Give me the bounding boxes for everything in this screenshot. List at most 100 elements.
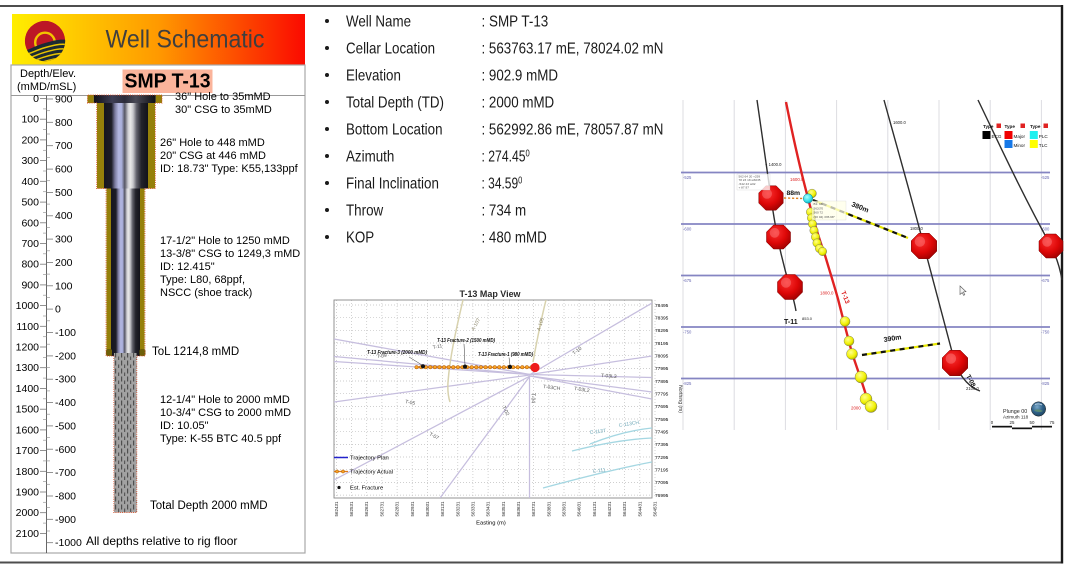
svg-text:2000: 2000 [851, 406, 861, 411]
svg-text:Bottom Location: Bottom Location [346, 122, 443, 139]
svg-text:77495: 77495 [655, 430, 669, 436]
svg-text:KOP: KOP [346, 230, 374, 247]
svg-text:78395: 78395 [655, 316, 669, 322]
svg-text:562731: 562731 [379, 501, 384, 517]
svg-text:Type: L80, 68ppf,: Type: L80, 68ppf, [160, 274, 245, 286]
svg-text:563931: 563931 [562, 501, 567, 517]
svg-text:1500: 1500 [16, 404, 40, 416]
svg-text:563831: 563831 [546, 501, 551, 517]
svg-text:1600.0: 1600.0 [790, 177, 804, 182]
svg-text:T-05: T-05 [405, 399, 416, 407]
svg-text:900: 900 [21, 279, 39, 291]
svg-text:100: 100 [21, 114, 39, 126]
svg-text:-100: -100 [55, 327, 76, 339]
svg-text:B1: 98: B1: 98 [814, 202, 823, 206]
svg-text:562(70: 562(70 [814, 206, 824, 210]
svg-text:T-04: T-04 [530, 393, 536, 403]
svg-text:: 734 m: : 734 m [482, 203, 527, 220]
svg-text:: 563763.17 mE, 78024.02 mN: : 563763.17 mE, 78024.02 mN [482, 41, 664, 58]
svg-text:-600: -600 [1041, 227, 1050, 232]
svg-text:1700: 1700 [16, 445, 40, 457]
svg-text:75: 75 [1050, 420, 1055, 425]
svg-text:600: 600 [21, 217, 39, 229]
svg-text:1100: 1100 [16, 321, 39, 333]
svg-text:-500: -500 [55, 420, 76, 432]
svg-text:700: 700 [21, 238, 39, 250]
svg-text:Est. Fracture: Est. Fracture [350, 486, 383, 492]
svg-text:20" CSG at 446 mMD: 20" CSG at 446 mMD [160, 150, 266, 162]
svg-text:2100.0: 2100.0 [966, 386, 979, 391]
svg-text:T-11: T-11 [432, 343, 443, 351]
svg-text:78495: 78495 [655, 303, 669, 309]
svg-text:Trajectory Actual: Trajectory Actual [350, 470, 393, 476]
svg-text:1600: 1600 [16, 424, 40, 436]
svg-text:17-1/2" Hole to 1250 mMD: 17-1/2" Hole to 1250 mMD [160, 235, 290, 247]
svg-text:ECG: ECG [992, 134, 1002, 139]
svg-text:T-07: T-07 [428, 431, 440, 441]
svg-text:1400: 1400 [16, 383, 40, 395]
svg-text:564431: 564431 [637, 501, 642, 517]
svg-text:50: 50 [1030, 420, 1035, 425]
svg-text:: 34.590: : 34.590 [482, 176, 523, 193]
svg-text:Well Name: Well Name [346, 14, 411, 31]
svg-text:300: 300 [55, 234, 73, 246]
svg-text:: 562992.86 mE, 78057.87 mN: : 562992.86 mE, 78057.87 mN [482, 122, 664, 139]
svg-text:1800.0: 1800.0 [910, 226, 923, 231]
svg-text:Type: K-55 BTC 40.5 ppf: Type: K-55 BTC 40.5 ppf [160, 433, 282, 445]
svg-text:+ 87.97: + 87.97 [739, 185, 750, 189]
svg-text:T-02: T-02 [500, 405, 510, 417]
svg-text:36" Hole to 35mMD: 36" Hole to 35mMD [175, 91, 271, 103]
svg-text:800: 800 [55, 117, 73, 129]
svg-text:30" CSG to 35mMD: 30" CSG to 35mMD [175, 104, 272, 116]
svg-text:T-10: T-10 [572, 346, 584, 357]
svg-text:: 902.9 mMD: : 902.9 mMD [482, 68, 559, 85]
svg-text:PLC: PLC [1039, 134, 1049, 139]
svg-text:-200: -200 [55, 350, 76, 362]
svg-text:: 274.450: : 274.450 [482, 149, 531, 166]
svg-text:562531: 562531 [349, 501, 354, 517]
svg-text:Plunge 00: Plunge 00 [1003, 409, 1027, 415]
svg-text:T-13 Fracture-1 (980 mMD): T-13 Fracture-1 (980 mMD) [478, 352, 533, 358]
svg-text:1000: 1000 [16, 300, 40, 312]
svg-text:700: 700 [55, 140, 73, 152]
svg-text:78295: 78295 [655, 328, 669, 334]
svg-text:: SMP T-13: : SMP T-13 [482, 14, 549, 31]
svg-text:564131: 564131 [592, 501, 597, 517]
svg-text:Trajectory Plan: Trajectory Plan [350, 456, 389, 462]
svg-text:562431: 562431 [334, 501, 339, 517]
svg-text:-600: -600 [683, 227, 692, 232]
svg-text:Well Schematic: Well Schematic [106, 26, 265, 54]
svg-text:78 23 18 w6035: 78 23 18 w6035 [739, 178, 761, 182]
svg-text:Azimuth: Azimuth [346, 149, 394, 166]
svg-text:562 64 20 +259: 562 64 20 +259 [739, 175, 761, 179]
svg-text:563231: 563231 [455, 501, 460, 517]
svg-text:(mMD/mSL): (mMD/mSL) [17, 81, 76, 93]
svg-text:T-13 Map View: T-13 Map View [460, 289, 522, 300]
svg-text:88m: 88m [787, 190, 801, 197]
svg-text:-300: -300 [55, 374, 76, 386]
svg-text:10-3/4" CSG to 2000 mMD: 10-3/4" CSG to 2000 mMD [160, 407, 291, 419]
svg-text:Type: Type [1005, 124, 1016, 129]
svg-text:Azimuth 118: Azimuth 118 [1003, 415, 1029, 420]
svg-text:200: 200 [55, 257, 73, 269]
svg-text:ToL 1214,8 mMD: ToL 1214,8 mMD [152, 346, 239, 358]
svg-text:563731: 563731 [531, 501, 536, 517]
svg-text:-525: -525 [683, 175, 692, 180]
svg-text:T-13: T-13 [839, 290, 851, 305]
svg-text:-825: -825 [1041, 381, 1050, 386]
svg-text:77195: 77195 [655, 468, 669, 474]
svg-text:-825: -825 [683, 381, 692, 386]
svg-text:563531: 563531 [501, 501, 506, 517]
svg-text:Throw: Throw [346, 203, 384, 220]
svg-text:800: 800 [21, 259, 39, 271]
svg-text:77595: 77595 [655, 417, 669, 423]
svg-text:564531: 564531 [653, 501, 658, 517]
svg-text:564031: 564031 [577, 501, 582, 517]
svg-text:-675: -675 [1041, 278, 1050, 283]
svg-text:1800.0: 1800.0 [820, 291, 834, 296]
svg-text:563031: 563031 [425, 501, 430, 517]
svg-text:77395: 77395 [655, 442, 669, 448]
svg-text:+ 1400.0: + 1400.0 [765, 162, 782, 167]
svg-text:200: 200 [21, 134, 39, 146]
svg-text:-800: -800 [55, 491, 76, 503]
